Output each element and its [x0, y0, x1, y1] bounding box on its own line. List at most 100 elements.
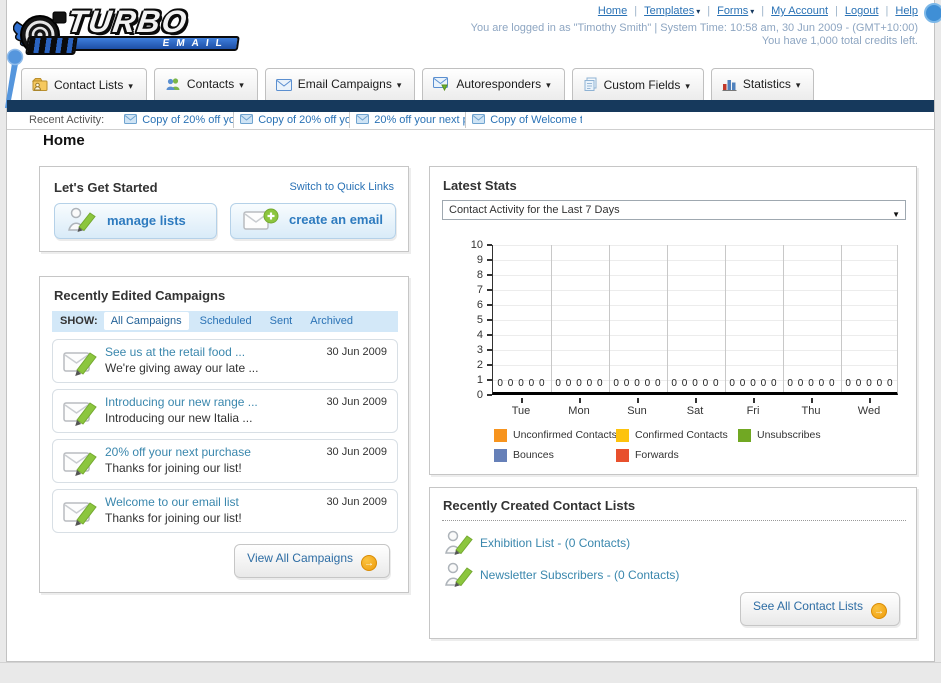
campaign-title-link[interactable]: Welcome to our email list [105, 495, 239, 509]
campaign-subtitle: Introducing our new Italia ... [105, 411, 253, 425]
contact-lists-icon [31, 77, 48, 95]
envelope-icon [356, 113, 370, 128]
chevron-down-icon: ▾ [685, 81, 690, 91]
campaign-date: 30 Jun 2009 [326, 446, 387, 458]
latest-stats-panel: Latest Stats Contact Activity for the La… [429, 166, 917, 475]
nav-tab-email-campaigns[interactable]: Email Campaigns ▾ [264, 68, 416, 100]
top-nav-link[interactable]: Home [597, 5, 628, 17]
campaign-title-link[interactable]: Introducing our new range ... [105, 395, 258, 409]
recent-activity-item[interactable]: Copy of 20% off yo [118, 112, 235, 128]
contact-list-items: Exhibition List - (0 Contacts) Newslette… [444, 528, 904, 592]
chart-y-axis: 0 1 2 3 4 5 6 7 8 9 10 [458, 239, 492, 401]
campaign-item[interactable]: Introducing our new range ... Introducin… [52, 389, 398, 433]
campaign-title-link[interactable]: See us at the retail food ... [105, 345, 246, 359]
chevron-down-icon: ▾ [128, 81, 133, 91]
contact-list-item[interactable]: Newsletter Subscribers - (0 Contacts) [444, 560, 904, 590]
legend-item: Unsubscribes [738, 425, 860, 445]
legend-swatch [738, 428, 751, 442]
nav-tab-custom-fields[interactable]: Custom Fields ▾ [571, 68, 704, 100]
chevron-down-icon: ▾ [546, 80, 551, 90]
dotted-separator [442, 520, 906, 521]
campaign-item[interactable]: Welcome to our email list Thanks for joi… [52, 489, 398, 533]
envelope-pencil-icon [63, 447, 101, 483]
statistics-icon [722, 77, 737, 94]
show-label: SHOW: [60, 315, 98, 327]
campaign-subtitle: We're giving away our late ... [105, 361, 259, 375]
arrow-right-icon: → [361, 555, 377, 571]
campaign-filter[interactable]: Archived [310, 315, 354, 327]
autoresponders-icon [433, 77, 450, 94]
arrow-right-icon: → [871, 603, 887, 619]
view-all-campaigns-button[interactable]: View All Campaigns → [234, 544, 390, 578]
legend-item: Forwards [616, 445, 738, 465]
chevron-down-icon: ▾ [396, 80, 402, 90]
legend-swatch [494, 448, 507, 462]
nav-tab-contact-lists[interactable]: Contact Lists ▾ [21, 68, 147, 100]
person-pencil-icon [67, 206, 97, 237]
recent-campaigns-panel: Recently Edited Campaigns SHOW: All Campa… [39, 276, 409, 593]
top-nav-link[interactable]: Forms ▾ [717, 5, 755, 17]
top-nav-link[interactable]: Logout [844, 5, 879, 17]
campaign-filter-bar: SHOW: All Campaigns Scheduled Sent Archived [52, 311, 398, 332]
contact-list-link[interactable]: Exhibition List - (0 Contacts) [480, 536, 631, 550]
top-nav-link[interactable]: Help [895, 5, 918, 17]
credits-text: You have 1,000 total credits left. [761, 35, 918, 47]
chevron-down-icon: ▾ [239, 80, 244, 90]
main-nav-tabs: Contact Lists ▾ Contacts ▾ Email Campaigns… [21, 68, 821, 100]
envelope-pencil-icon [63, 497, 101, 533]
person-pencil-icon [444, 529, 474, 562]
nav-tab-contacts[interactable]: Contacts ▾ [153, 68, 258, 100]
campaign-subtitle: Thanks for joining our list! [105, 461, 242, 475]
legend-swatch [616, 428, 629, 442]
legend-item: Confirmed Contacts [616, 425, 738, 445]
turbo-email-logo: TURBO EMAIL [11, 4, 261, 60]
content-sheet: TURBO EMAIL Home | Templates ▾ | Forms ▾ | My Ac… [5, 0, 941, 662]
legend-swatch [616, 448, 629, 462]
campaign-filter[interactable]: All Campaigns [103, 312, 189, 330]
recent-contact-lists-title: Recently Created Contact Lists [443, 498, 636, 513]
nav-tab-statistics[interactable]: Statistics ▾ [710, 68, 815, 100]
manage-lists-button[interactable]: manage lists [54, 203, 217, 239]
campaign-title-link[interactable]: 20% off your next purchase [105, 445, 251, 459]
recent-campaigns-title: Recently Edited Campaigns [54, 288, 226, 303]
campaign-filter[interactable]: Scheduled [199, 315, 252, 327]
nav-tab-autoresponders[interactable]: Autoresponders ▾ [422, 68, 565, 100]
chart-legend: Unconfirmed Contacts Confirmed Contacts … [494, 425, 884, 465]
envelope-icon [124, 113, 138, 128]
logo-word-email: EMAIL [69, 36, 240, 51]
recent-activity-label: Recent Activity: [29, 114, 105, 126]
footer-strip [0, 662, 941, 683]
top-nav: Home | Templates ▾ | Forms ▾ | My Account | Logout… [597, 5, 918, 17]
stats-period-dropdown[interactable]: Contact Activity for the Last 7 Days ▼ [442, 200, 906, 220]
recent-activity-item[interactable]: Copy of 20% off yo [234, 112, 351, 128]
contact-list-item[interactable]: Exhibition List - (0 Contacts) [444, 528, 904, 558]
legend-item: Bounces [494, 445, 616, 465]
top-nav-link[interactable]: My Account [771, 5, 828, 17]
help-bubble-icon[interactable] [924, 3, 941, 23]
chevron-down-icon: ▾ [696, 7, 701, 16]
campaign-date: 30 Jun 2009 [326, 496, 387, 508]
top-nav-link[interactable]: Templates ▾ [644, 5, 701, 17]
page-title: Home [43, 132, 85, 149]
switch-quick-links-link[interactable]: Switch to Quick Links [289, 181, 394, 193]
campaign-item[interactable]: 20% off your next purchase Thanks for jo… [52, 439, 398, 483]
see-all-contact-lists-button[interactable]: See All Contact Lists → [739, 592, 900, 626]
envelope-icon [240, 113, 254, 128]
chevron-down-icon: ▾ [750, 7, 755, 16]
recent-activity-item[interactable]: 20% off your next p [350, 112, 467, 128]
chevron-down-icon: ▼ [892, 210, 900, 219]
contacts-icon [165, 77, 181, 94]
campaign-filter[interactable]: Sent [269, 315, 293, 327]
campaign-item[interactable]: See us at the retail food ... We're givi… [52, 339, 398, 383]
envelope-plus-icon [243, 207, 279, 236]
person-pencil-icon [444, 561, 474, 594]
recent-activity-item[interactable]: Copy of Welcome to [466, 112, 582, 128]
create-email-button[interactable]: create an email [230, 203, 396, 239]
contact-list-link[interactable]: Newsletter Subscribers - (0 Contacts) [480, 568, 680, 582]
campaign-list: See us at the retail food ... We're givi… [52, 339, 398, 539]
envelope-pencil-icon [63, 347, 101, 383]
chevron-down-icon: ▾ [795, 80, 801, 90]
recent-activity-bar: Recent Activity: Copy of 20% off yo Copy o… [7, 112, 934, 130]
